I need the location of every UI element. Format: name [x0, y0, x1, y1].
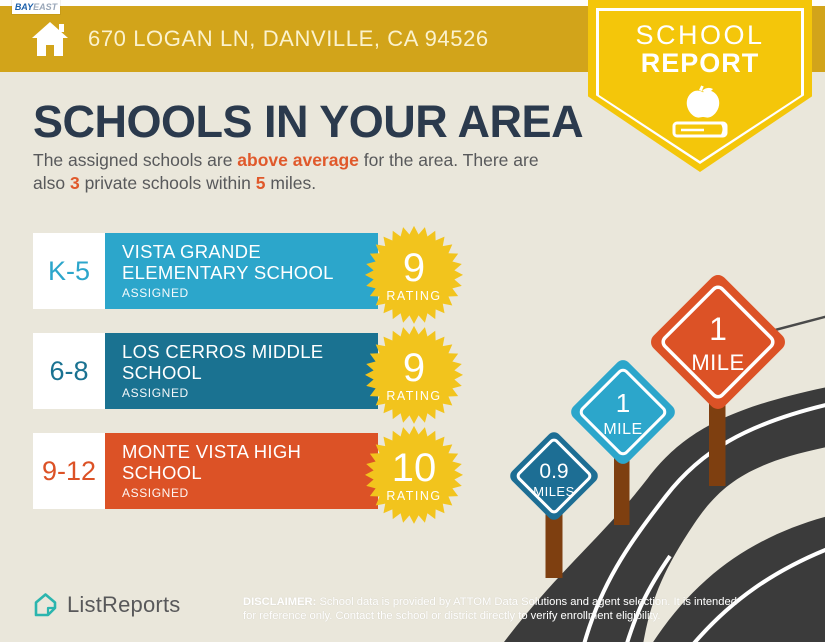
- sign-distance: 1: [616, 388, 630, 418]
- school-name: VISTA GRANDE ELEMENTARY SCHOOL: [122, 240, 334, 283]
- page-title: SCHOOLS IN YOUR AREA: [33, 96, 584, 147]
- school-status: ASSIGNED: [122, 286, 189, 301]
- rating-label: RATING: [386, 488, 442, 503]
- sign-unit: MILES: [533, 484, 575, 499]
- distance-sign-high: 1 MILE: [651, 275, 785, 409]
- sign-post: [545, 505, 563, 578]
- badge-title-line2: REPORT: [640, 48, 760, 78]
- school-row-elementary: K-5 VISTA GRANDE ELEMENTARY SCHOOL ASSIG…: [33, 225, 463, 324]
- summary-highlight-above-average: above average: [237, 150, 359, 170]
- summary-part3: also: [33, 173, 70, 194]
- sign-post: [614, 455, 630, 525]
- road-surface: [504, 387, 825, 642]
- road-edge-line: [625, 554, 672, 642]
- school-row-high: 9-12 MONTE VISTA HIGH SCHOOL ASSIGNED 10…: [33, 425, 463, 524]
- sign-distance: 0.9: [539, 460, 568, 483]
- disclaimer-line1: School data is provided by ATTOM Data So…: [316, 596, 737, 608]
- partner-brokerage-logo: BAY EAST: [12, 0, 60, 14]
- school-list: K-5 VISTA GRANDE ELEMENTARY SCHOOL ASSIG…: [33, 225, 463, 533]
- school-status: ASSIGNED: [122, 486, 189, 501]
- summary-part4: private schools within: [79, 173, 256, 194]
- grade-range-badge: 6-8: [33, 333, 105, 409]
- apple-on-books-icon: [672, 85, 728, 138]
- distance-sign-elementary: 0.9 MILES: [510, 432, 598, 520]
- summary-part1: The assigned schools are: [33, 150, 238, 170]
- summary-highlight-miles: 5: [255, 173, 266, 194]
- distance-sign-middle: 1 MILE: [571, 360, 675, 464]
- school-bar: LOS CERROS MIDDLE SCHOOL ASSIGNED: [105, 333, 378, 409]
- school-report-badge: SCHOOL REPORT: [588, 0, 812, 172]
- rating-value: 10: [391, 445, 437, 490]
- summary-text: The assigned schools are above average f…: [33, 149, 593, 196]
- summary-part5: miles.: [265, 173, 317, 194]
- home-icon: [32, 22, 68, 56]
- property-address: 670 LOGAN LN, DANVILLE, CA 94526: [88, 26, 489, 51]
- school-bar: MONTE VISTA HIGH SCHOOL ASSIGNED: [105, 433, 378, 509]
- grade-range-badge: 9-12: [33, 433, 105, 509]
- road-corner-line: [692, 547, 825, 642]
- rating-label: RATING: [386, 288, 442, 303]
- summary-part2: for the area. There are: [358, 150, 539, 170]
- listreports-house-icon: [34, 593, 57, 617]
- road-surface-corner: [653, 516, 825, 642]
- sign-unit: MILE: [603, 421, 642, 438]
- partner-logo-text-bay: BAY: [14, 1, 34, 12]
- road-lane-line: [582, 403, 825, 642]
- partner-logo-text-east: EAST: [33, 1, 58, 12]
- disclaimer-line2: for reference only. Contact the school o…: [243, 610, 661, 623]
- school-row-middle: 6-8 LOS CERROS MIDDLE SCHOOL ASSIGNED 9 …: [33, 325, 463, 424]
- badge-content: SCHOOL REPORT: [588, 0, 812, 172]
- summary-highlight-count: 3: [69, 173, 80, 194]
- grade-range-badge: K-5: [33, 233, 105, 309]
- badge-title-line1: SCHOOL: [635, 20, 765, 50]
- school-bar: VISTA GRANDE ELEMENTARY SCHOOL ASSIGNED: [105, 233, 378, 309]
- rating-value: 9: [402, 345, 426, 390]
- rating-starburst: 10 RATING: [365, 425, 463, 524]
- disclaimer-label: DISCLAIMER:: [243, 596, 317, 608]
- rating-label: RATING: [386, 388, 442, 403]
- rating-starburst: 9 RATING: [365, 225, 463, 324]
- rating-value: 9: [402, 245, 426, 290]
- listreports-logo-text: ListReports: [67, 592, 181, 617]
- disclaimer-text: DISCLAIMER: School data is provided by A…: [243, 595, 745, 624]
- listreports-logo: ListReports: [32, 591, 180, 619]
- school-name: LOS CERROS MIDDLE SCHOOL: [122, 340, 324, 383]
- sign-post: [709, 398, 726, 486]
- rating-starburst: 9 RATING: [365, 325, 463, 424]
- school-status: ASSIGNED: [122, 386, 189, 401]
- top-border: [0, 0, 825, 6]
- sign-unit: MILE: [691, 350, 744, 375]
- school-name: MONTE VISTA HIGH SCHOOL: [122, 440, 302, 483]
- sign-distance: 1: [709, 311, 727, 347]
